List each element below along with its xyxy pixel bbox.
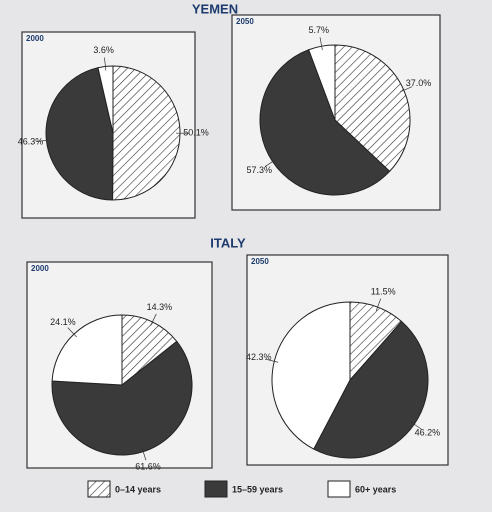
value-label: 24.1% <box>50 317 76 327</box>
value-label: 11.5% <box>371 286 396 296</box>
value-label: 42.3% <box>246 352 272 362</box>
leader-line <box>400 86 413 93</box>
value-label: 5.7% <box>309 25 330 35</box>
leader-line <box>375 298 382 311</box>
country-heading: YEMEN <box>192 1 238 16</box>
value-label: 14.3% <box>147 302 173 312</box>
value-label: 50.1% <box>183 128 209 138</box>
leader-line <box>410 421 422 430</box>
value-label: 37.0% <box>406 78 432 88</box>
panel-year: 2050 <box>251 257 269 266</box>
value-label: 61.6% <box>135 461 161 471</box>
value-label: 3.6% <box>93 45 114 55</box>
legend-swatch <box>87 480 111 498</box>
leader-line <box>37 139 51 142</box>
panel-year: 2000 <box>26 34 44 43</box>
leader-line <box>319 37 323 51</box>
leader-line <box>67 327 77 338</box>
leader-line <box>264 159 277 167</box>
value-label: 46.3% <box>18 136 44 146</box>
leader-line <box>265 358 279 363</box>
legend-label: 15–59 years <box>232 484 283 494</box>
leader-line <box>104 57 107 71</box>
legend-label: 60+ years <box>355 484 396 494</box>
leader-line <box>150 313 157 326</box>
legend-swatch <box>204 480 228 498</box>
panel-year: 2000 <box>31 264 49 273</box>
value-label: 57.3% <box>246 165 272 175</box>
panel-year: 2050 <box>236 17 254 26</box>
value-label: 46.2% <box>415 428 441 438</box>
country-heading: ITALY <box>210 235 246 250</box>
leader-line <box>141 447 147 461</box>
legend-swatch <box>327 480 351 498</box>
legend-label: 0–14 years <box>115 484 161 494</box>
